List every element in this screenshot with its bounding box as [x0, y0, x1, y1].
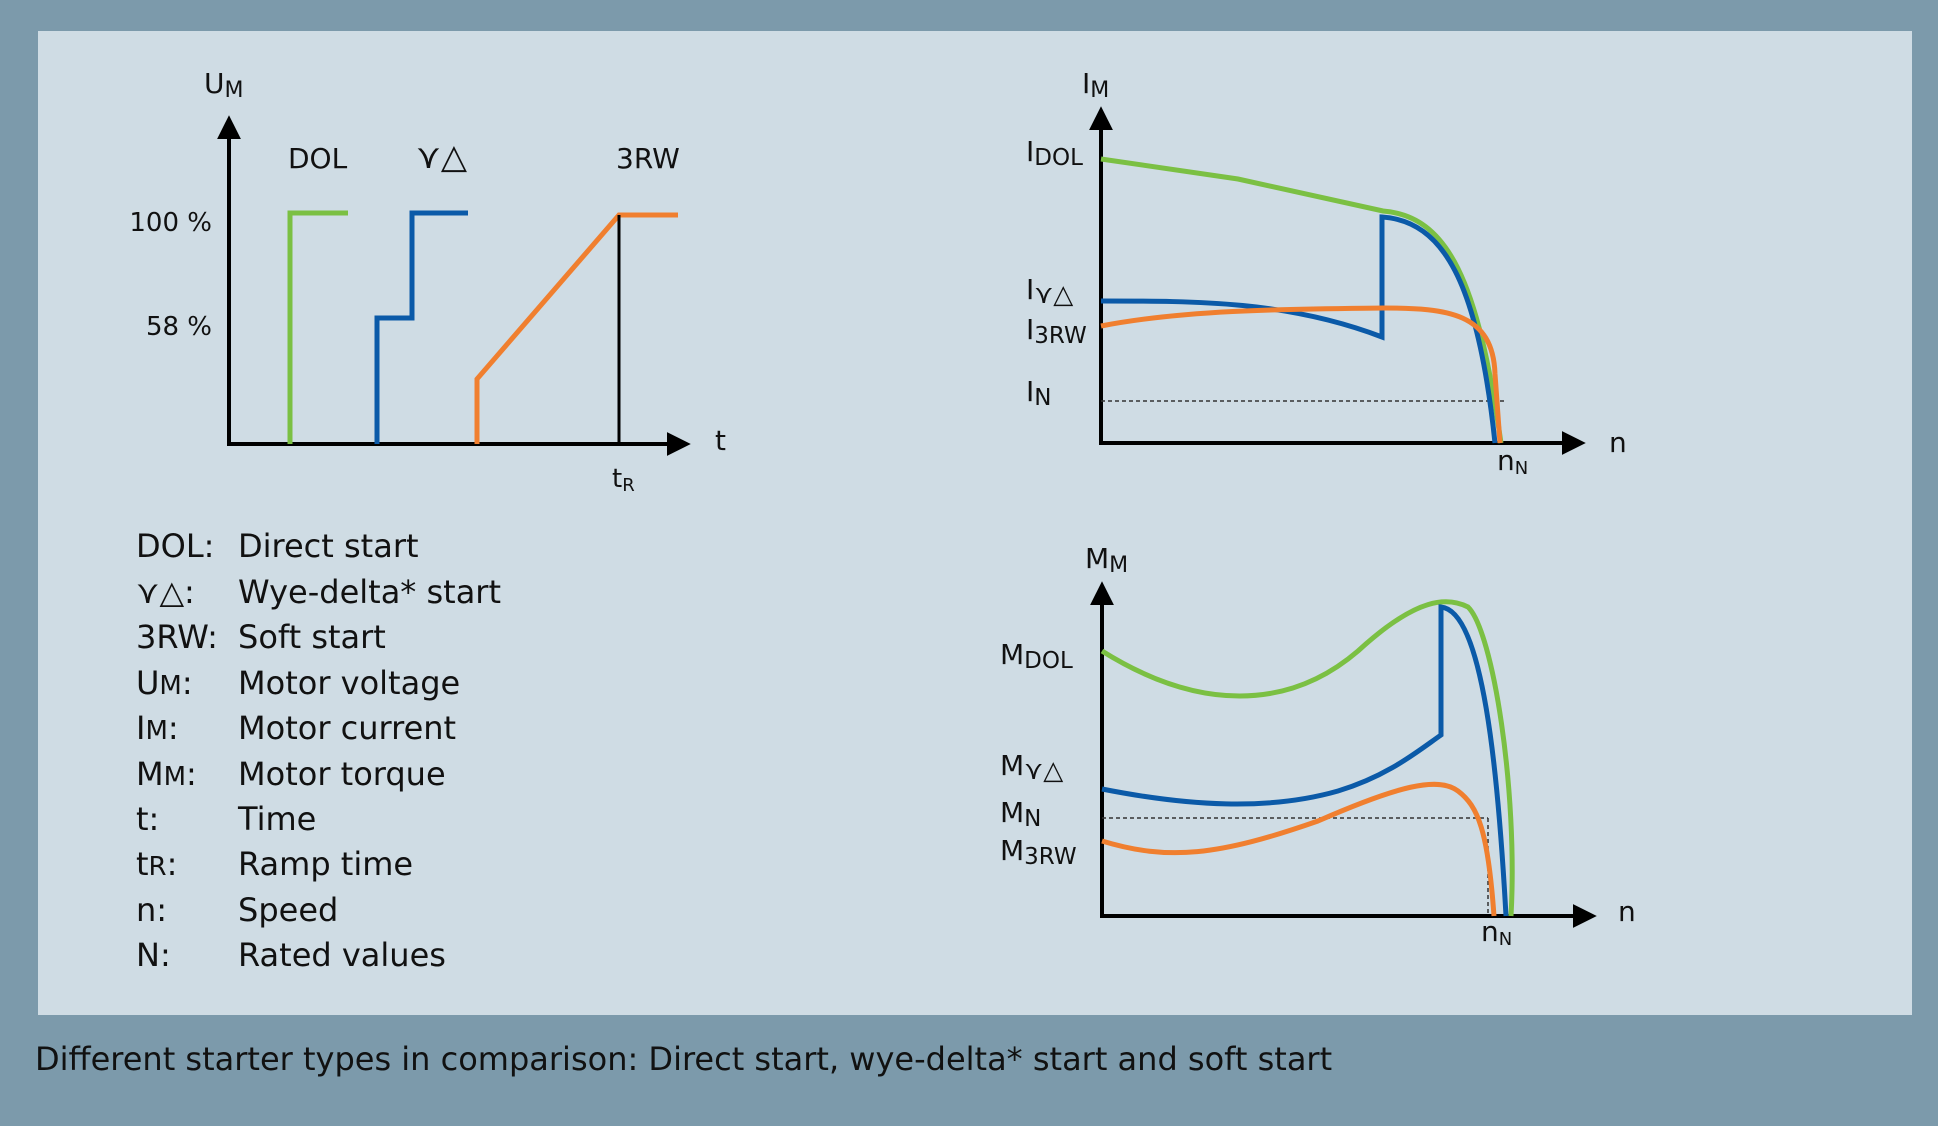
legend-key: MM: [136, 755, 197, 793]
current-chart: IM n nN IDOL I⋎△ I3RW IN [1026, 67, 1627, 479]
voltage-y-axis-label: UM [204, 67, 243, 103]
voltage-label-3rw: 3RW [616, 142, 680, 175]
torque-x-axis-label: n [1618, 895, 1636, 928]
voltage-curve-soft-start [474, 212, 678, 444]
torque-label-dol: MDOL [1000, 638, 1073, 674]
legend: DOL: Direct start ⋎△: Wye-delta* start 3… [136, 527, 501, 974]
torque-curve-soft-start [1101, 781, 1497, 917]
current-label-rated: IN [1026, 375, 1051, 411]
legend-key: ⋎△: [136, 573, 195, 611]
torque-label-wye-delta: M⋎△ [1000, 749, 1063, 786]
current-x-axis-label: n [1609, 426, 1627, 459]
legend-value: Speed [238, 891, 338, 929]
current-curve-wye-delta [1100, 214, 1498, 444]
legend-item-wye-delta: ⋎△: Wye-delta* start [136, 573, 501, 611]
ramp-time-label: tR [612, 464, 635, 496]
legend-item-motor-current: IM: Motor current [136, 709, 456, 747]
voltage-chart: UM t 100 % 58 % tR DOL ⋎△ 3RW [129, 67, 726, 496]
voltage-x-axis-label: t [715, 424, 726, 457]
figure-caption: Different starter types in comparison: D… [35, 1040, 1333, 1078]
voltage-tick-100: 100 % [129, 208, 212, 238]
legend-item-rated-values: N: Rated values [136, 936, 446, 974]
current-curve-soft-start [1100, 305, 1503, 444]
legend-item-motor-voltage: UM: Motor voltage [136, 664, 460, 702]
legend-key: UM: [136, 664, 193, 702]
legend-value: Motor voltage [238, 664, 460, 702]
torque-label-rated: MN [1000, 796, 1041, 832]
legend-value: Motor torque [238, 755, 446, 793]
torque-chart: MM n nN MDOL M⋎△ MN M3RW [1000, 542, 1636, 950]
legend-key: n: [136, 891, 167, 929]
legend-key: tR: [136, 845, 177, 883]
legend-item-time: t: Time [136, 800, 316, 838]
starter-diagram: UM t 100 % 58 % tR DOL ⋎△ 3RW IM n nN ID… [129, 67, 1636, 974]
legend-item-ramp-time: tR: Ramp time [136, 845, 413, 883]
legend-value: Ramp time [238, 845, 413, 883]
legend-key: t: [136, 800, 159, 838]
legend-key: N: [136, 936, 171, 974]
legend-item-dol: DOL: Direct start [136, 527, 419, 565]
torque-y-axis-label: MM [1085, 542, 1128, 578]
torque-rated-speed-label: nN [1481, 915, 1512, 950]
legend-value: Soft start [238, 618, 386, 656]
legend-value: Wye-delta* start [238, 573, 501, 611]
torque-curve-wye-delta [1101, 604, 1509, 917]
voltage-curve-dol [287, 210, 348, 444]
current-rated-speed-label: nN [1497, 444, 1528, 479]
current-curve-dol [1100, 156, 1504, 444]
legend-value: Motor current [238, 709, 456, 747]
legend-item-3rw: 3RW: Soft start [136, 618, 386, 656]
current-label-dol: IDOL [1026, 135, 1083, 171]
legend-value: Time [237, 800, 316, 838]
voltage-tick-58: 58 % [146, 312, 212, 342]
torque-curve-dol [1100, 599, 1515, 917]
torque-label-3rw: M3RW [1000, 834, 1077, 870]
voltage-label-dol: DOL [288, 142, 348, 175]
current-label-wye-delta: I⋎△ [1026, 273, 1073, 310]
legend-key: 3RW: [136, 618, 218, 656]
legend-item-motor-torque: MM: Motor torque [136, 755, 446, 793]
legend-key: DOL: [136, 527, 214, 565]
current-label-3rw: I3RW [1026, 313, 1087, 349]
legend-value: Direct start [238, 527, 419, 565]
voltage-curve-wye-delta [374, 210, 468, 444]
legend-value: Rated values [238, 936, 446, 974]
legend-item-speed: n: Speed [136, 891, 338, 929]
voltage-label-wye-delta: ⋎△ [416, 137, 468, 177]
legend-key: IM: [136, 709, 179, 747]
diagram-panel: UM t 100 % 58 % tR DOL ⋎△ 3RW IM n nN ID… [38, 31, 1912, 1015]
current-y-axis-label: IM [1082, 67, 1109, 103]
